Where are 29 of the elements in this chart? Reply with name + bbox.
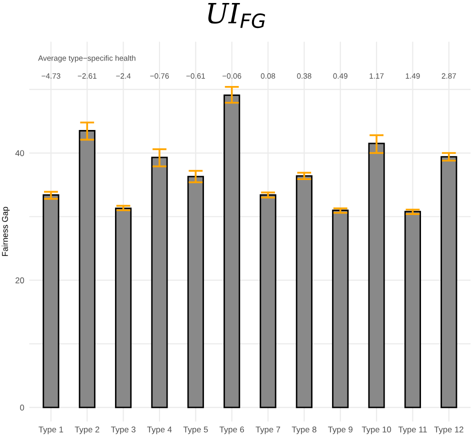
y-tick-label: 40 — [15, 150, 24, 156]
bar — [115, 208, 132, 408]
bar — [404, 210, 421, 408]
bar — [440, 156, 458, 408]
bar — [78, 130, 96, 408]
x-tick-label: Type 7 — [256, 426, 280, 434]
bar — [296, 175, 312, 408]
bar — [224, 94, 240, 408]
x-tick-label: Type 4 — [147, 426, 172, 434]
bar — [368, 142, 385, 408]
bar — [332, 210, 349, 408]
chart-title: UI$_{FG}$ — [208, 3, 266, 28]
y-tick-label: 20 — [16, 277, 24, 284]
x-tick-label: Type 12 — [434, 426, 464, 434]
x-tick-label: Type 9 — [328, 426, 352, 434]
x-tick-label: Type 11 — [398, 426, 427, 434]
x-tick-label: Type 10 — [362, 426, 392, 434]
x-tick-label: Type 3 — [110, 426, 136, 434]
y-tick-label: 0 — [20, 404, 24, 411]
x-tick-label: Type 2 — [74, 426, 100, 434]
x-tick-label: Type 1 — [38, 426, 64, 434]
x-tick-label: Type 8 — [292, 426, 316, 434]
bar — [42, 194, 60, 408]
x-tick-label: Type 5 — [183, 426, 208, 434]
y-axis-title: Fairness Gap — [2, 206, 10, 256]
bar — [151, 156, 168, 408]
bar — [260, 194, 276, 408]
bar — [187, 176, 204, 408]
x-tick-label: Type 6 — [220, 426, 244, 434]
